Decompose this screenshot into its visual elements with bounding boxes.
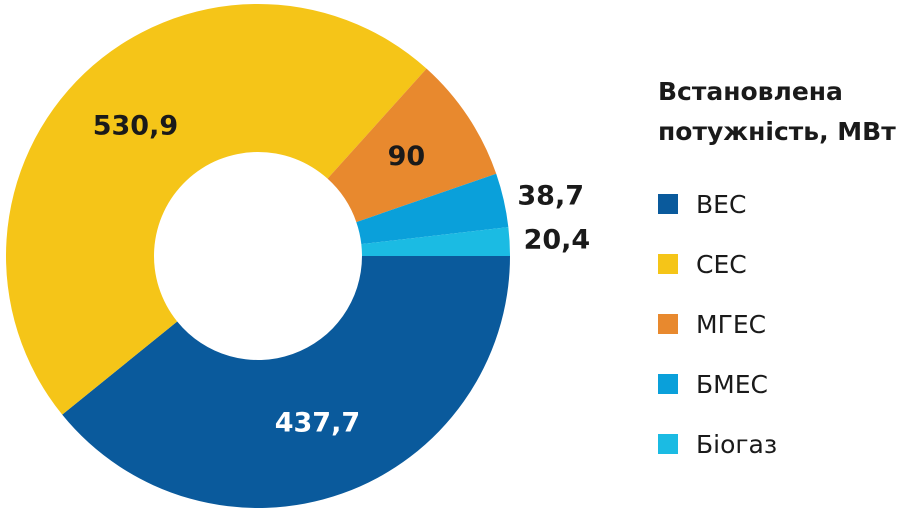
donut-slice (62, 256, 510, 508)
donut-slice (327, 68, 497, 223)
legend-items: ВЕС СЕС МГЕС БМЕС Біогаз (658, 174, 923, 474)
data-label: 20,4 (524, 224, 591, 255)
legend-item: МГЕС (658, 294, 923, 354)
data-label: 530,9 (93, 110, 178, 141)
legend-swatch (658, 434, 678, 454)
legend-item: СЕС (658, 234, 923, 294)
legend-label: ВЕС (696, 189, 747, 219)
legend-item: БМЕС (658, 354, 923, 414)
data-label: 38,7 (517, 181, 584, 212)
legend-swatch (658, 314, 678, 334)
legend-label: Біогаз (696, 429, 778, 459)
legend-title: Встановлена потужність, МВт (658, 77, 896, 146)
donut-slice (361, 227, 510, 256)
legend-swatch (658, 374, 678, 394)
legend-item: Біогаз (658, 414, 923, 474)
legend-label: СЕС (696, 249, 747, 279)
legend-label: МГЕС (696, 309, 767, 339)
legend: Встановлена потужність, МВт ВЕС СЕС МГЕС БМ… (658, 72, 923, 474)
data-label: 437,7 (275, 407, 360, 438)
legend-swatch (658, 194, 678, 214)
donut-slice (5, 3, 427, 415)
donut-slice (356, 173, 509, 245)
legend-item: ВЕС (658, 174, 923, 234)
data-label: 90 (388, 141, 426, 172)
legend-label: БМЕС (696, 369, 768, 399)
legend-swatch (658, 254, 678, 274)
